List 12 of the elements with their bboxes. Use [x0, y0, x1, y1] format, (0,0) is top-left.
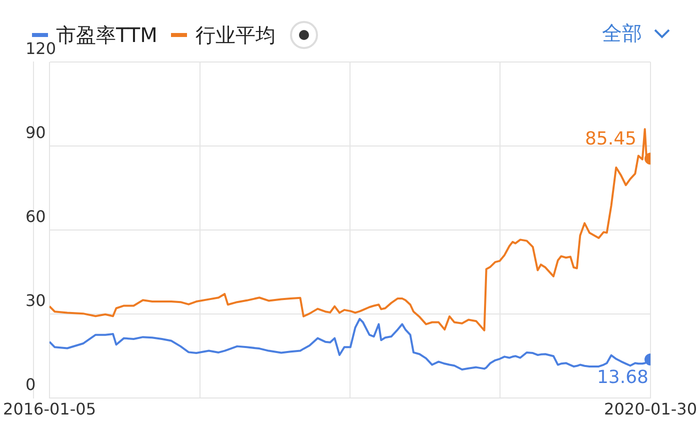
- legend-label: 行业平均: [195, 22, 276, 48]
- y-tick-label: 60: [25, 207, 46, 226]
- x-tick-label: 2020-01-30: [604, 400, 697, 419]
- y-tick-label: 120: [25, 39, 56, 58]
- annotation: 13.68: [596, 367, 649, 388]
- y-tick-label: 30: [25, 291, 46, 310]
- text: 全部: [602, 20, 642, 47]
- y-tick-label: 0: [25, 374, 36, 394]
- y-tick-label: 90: [25, 123, 46, 142]
- x-tick-label: 2016-01-05: [3, 400, 96, 419]
- annotation: 85.45: [584, 128, 637, 150]
- legend-label: 市盈率TTM: [56, 22, 158, 48]
